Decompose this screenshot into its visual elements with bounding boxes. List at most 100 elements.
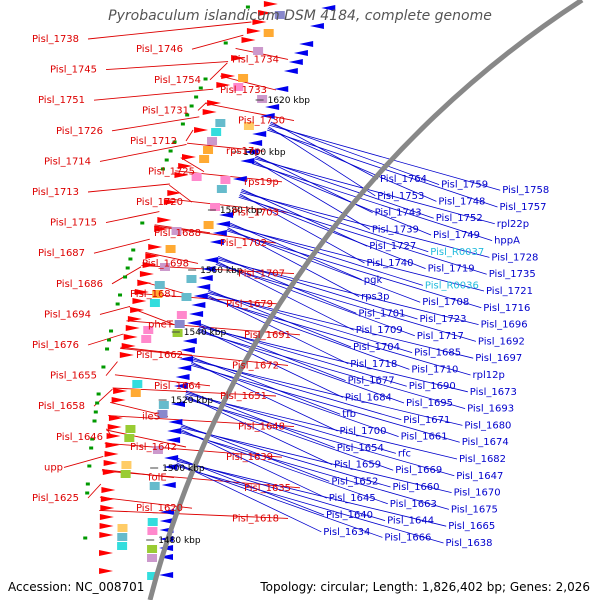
gene-category-block	[157, 410, 168, 418]
label-link-line	[228, 225, 485, 292]
gene-label: Pisl_1682	[459, 454, 506, 465]
gene-label: Pisl_1675	[451, 504, 498, 515]
label-link-line	[197, 102, 207, 111]
gene-category-block	[149, 299, 160, 307]
gene-label: Pisl_1696	[481, 320, 528, 331]
gene-label: Pisl_1758	[502, 185, 549, 196]
gene-label: Pisl_1714	[44, 156, 91, 167]
gene-category-block	[176, 311, 187, 319]
label-link-line	[176, 465, 444, 544]
gc-marker	[109, 329, 114, 333]
gene-label: Pisl_1684	[345, 392, 392, 403]
gene-category-block	[263, 29, 274, 37]
forward-gene-arrow	[99, 523, 114, 529]
forward-gene-arrow	[104, 451, 119, 457]
label-link-line	[93, 238, 150, 254]
forward-gene-arrow	[142, 262, 157, 268]
topology-text: Topology: circular; Length: 1,826,402 bp…	[260, 580, 590, 594]
gene-label: Pisl_1658	[38, 401, 85, 412]
reverse-gene-arrow	[159, 518, 174, 524]
gc-marker	[168, 149, 173, 153]
reverse-gene-arrow	[196, 284, 211, 290]
gene-label: rps19p	[244, 177, 279, 188]
label-link-line	[87, 333, 124, 346]
reverse-gene-arrow	[288, 59, 303, 65]
gene-label: Pisl_1645	[329, 493, 376, 504]
gene-label: Pisl_1620	[136, 503, 183, 514]
label-link-line	[254, 158, 495, 225]
gene-label: hppA	[494, 236, 520, 247]
gene-label: Pisl_1735	[489, 269, 536, 280]
gene-category-block	[117, 542, 128, 550]
label-link-line	[180, 427, 452, 493]
label-link-line	[190, 363, 399, 437]
gene-category-block	[117, 524, 128, 532]
gene-label: Pisl_1670	[454, 488, 501, 499]
gene-label: Pisl_1669	[395, 465, 442, 476]
label-link-line	[185, 393, 458, 460]
gc-marker	[223, 41, 228, 45]
gene-label: Pisl_1738	[32, 34, 79, 45]
label-link-line	[239, 193, 365, 264]
reverse-gene-arrow	[212, 230, 227, 236]
label-link-line	[99, 509, 289, 519]
gc-marker	[140, 221, 145, 225]
gene-label: Pisl_1731	[142, 105, 189, 116]
gene-label: Pisl_1652	[331, 476, 378, 487]
gene-label: upp	[44, 462, 63, 473]
gene-label: Pisl_1686	[56, 279, 103, 290]
label-link-line	[206, 294, 349, 365]
label-link-line	[197, 331, 466, 409]
label-link-line	[104, 442, 283, 458]
gene-label: Pisl_1646	[56, 432, 103, 443]
reverse-gene-arrow	[171, 401, 185, 407]
reverse-gene-arrow	[167, 428, 182, 434]
gene-label: Pisl_1625	[32, 493, 79, 504]
gc-marker	[87, 464, 92, 468]
forward-gene-arrow	[99, 514, 114, 520]
reverse-gene-arrow	[321, 5, 336, 11]
gene-label: Pisl_1676	[32, 340, 79, 351]
forward-gene-arrow	[181, 154, 196, 160]
gene-label: pgk	[364, 275, 383, 286]
gene-label: Pisl_1690	[409, 381, 456, 392]
gene-category-block	[141, 335, 152, 343]
gene-labels: Pisl_1738 Pisl_1746 Pisl_1734 Pisl_1745 Pisl…	[32, 34, 549, 549]
gc-marker	[198, 86, 203, 90]
label-link-line	[206, 296, 410, 370]
gene-label: Pisl_1718	[350, 359, 397, 370]
gc-marker	[185, 113, 190, 117]
forward-gene-arrow	[100, 505, 115, 511]
forward-gene-arrow	[178, 163, 193, 169]
gc-marker	[90, 437, 95, 441]
label-link-line	[185, 395, 333, 465]
gene-category-block	[121, 461, 132, 469]
forward-gene-arrow	[107, 424, 122, 430]
gene-label: rpl22p	[497, 219, 529, 230]
gc-marker	[189, 104, 194, 108]
gene-label: Pisl_1727	[369, 241, 416, 252]
gc-marker	[131, 248, 136, 252]
gene-label: Pisl_1673	[470, 387, 517, 398]
gene-category-block	[243, 122, 254, 130]
scale-tick-label: 1580 kbp	[220, 206, 263, 216]
label-link-lines	[63, 21, 501, 544]
reverse-gene-arrow	[215, 221, 230, 227]
label-link-line	[105, 211, 160, 224]
gene-label: Pisl_1638	[446, 538, 493, 549]
feature-rings	[83, 1, 336, 594]
gene-label: Pisl_1662	[136, 350, 183, 361]
label-link-line	[169, 184, 193, 203]
gene-category-block	[181, 293, 192, 301]
forward-gene-arrow	[252, 19, 267, 25]
gene-label: Pisl_1717	[417, 331, 464, 342]
gene-category-block	[158, 401, 169, 409]
forward-gene-arrow	[174, 172, 189, 178]
label-link-line	[154, 224, 211, 234]
gene-category-block	[253, 47, 264, 55]
forward-gene-arrow	[103, 460, 118, 466]
reverse-gene-arrow	[173, 383, 188, 389]
gene-category-block	[186, 275, 197, 283]
label-link-line	[198, 329, 405, 404]
